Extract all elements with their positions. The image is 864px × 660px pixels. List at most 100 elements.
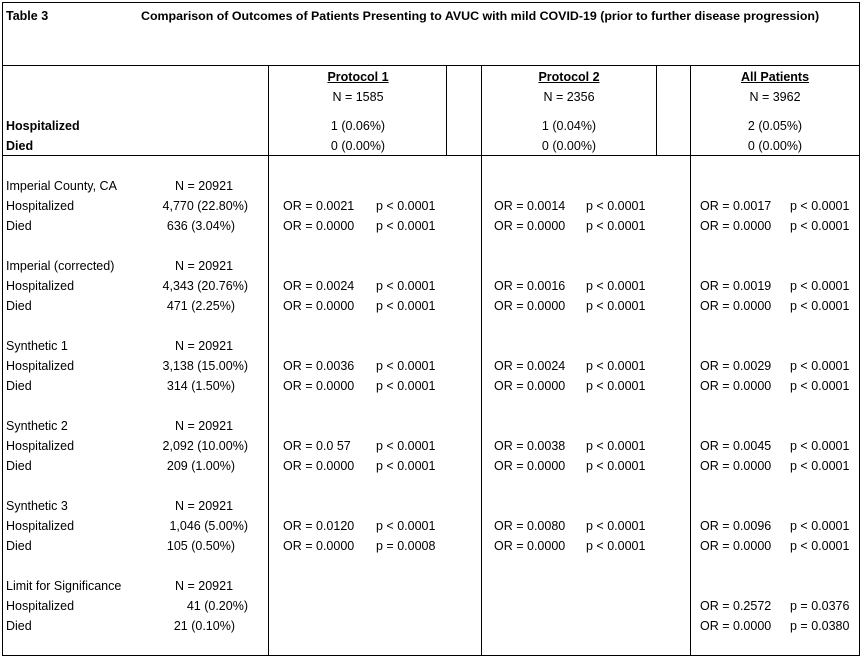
group-name: Imperial County, CA <box>6 179 117 193</box>
died-odds-ratio: OR = 0.0000 <box>494 219 566 233</box>
hospitalized-odds-ratio: OR = 0.0024 <box>283 279 355 293</box>
hospitalized-odds-ratio: OR = 0.0016 <box>494 279 566 293</box>
group-n: N = 20921 <box>175 179 234 193</box>
died-odds-ratio: OR = 0.0000 <box>283 219 355 233</box>
group-n: N = 20921 <box>175 579 234 593</box>
group-died-label: Died <box>6 299 32 313</box>
group-name: Synthetic 3 <box>6 499 68 513</box>
died-p-value: p < 0.0001 <box>376 299 436 313</box>
hospitalized-odds-ratio: OR = 0.0080 <box>494 519 566 533</box>
hospitalized-odds-ratio: OR = 0.0021 <box>283 199 355 213</box>
all-patients-header: All Patients <box>740 70 810 84</box>
group-name: Synthetic 2 <box>6 419 68 433</box>
died-p-value: p < 0.0001 <box>376 379 436 393</box>
died-p-value: p < 0.0001 <box>586 379 646 393</box>
protocol-2-n: N = 2356 <box>543 90 595 104</box>
died-odds-ratio: OR = 0.0000 <box>283 459 355 473</box>
hospitalized-p-value: p < 0.0001 <box>586 359 646 373</box>
protocol-1-header: Protocol 1 <box>327 70 389 84</box>
group-name: Synthetic 1 <box>6 339 68 353</box>
died-odds-ratio: OR = 0.0000 <box>700 379 772 393</box>
group-died-count: 314 (1.50%) <box>166 379 235 393</box>
group-died-count: 21 (0.10%) <box>173 619 235 633</box>
hospitalized-p-value: p < 0.0001 <box>790 199 850 213</box>
group-died-label: Died <box>6 219 32 233</box>
group-hospitalized-label: Hospitalized <box>6 279 75 293</box>
died-p-value: p < 0.0001 <box>586 219 646 233</box>
hospitalized-odds-ratio: OR = 0.0024 <box>494 359 566 373</box>
group-n: N = 20921 <box>175 339 234 353</box>
protocol-1-died: 0 (0.00%) <box>330 139 386 153</box>
group-died-label: Died <box>6 379 32 393</box>
column-divider <box>690 65 691 656</box>
group-died-count: 209 (1.00%) <box>166 459 235 473</box>
group-died-count: 636 (3.04%) <box>166 219 235 233</box>
died-p-value: p < 0.0001 <box>790 299 850 313</box>
all-patients-hospitalized: 2 (0.05%) <box>747 119 803 133</box>
protocol-1-hospitalized: 1 (0.06%) <box>330 119 386 133</box>
group-hospitalized-count: 41 (0.20%) <box>186 599 248 613</box>
died-odds-ratio: OR = 0.0000 <box>494 539 566 553</box>
group-hospitalized-count: 1,046 (5.00%) <box>169 519 248 533</box>
died-p-value: p < 0.0001 <box>790 219 850 233</box>
hospitalized-odds-ratio: OR = 0.0096 <box>700 519 772 533</box>
group-n: N = 20921 <box>175 259 234 273</box>
died-p-value: p < 0.0001 <box>586 539 646 553</box>
group-hospitalized-label: Hospitalized <box>6 439 75 453</box>
group-name: Imperial (corrected) <box>6 259 115 273</box>
header-divider <box>2 155 860 156</box>
title-divider <box>2 65 860 66</box>
group-hospitalized-label: Hospitalized <box>6 599 75 613</box>
hospitalized-p-value: p = 0.0376 <box>790 599 850 613</box>
protocol-2-hospitalized: 1 (0.04%) <box>541 119 597 133</box>
group-n: N = 20921 <box>175 499 234 513</box>
hospitalized-p-value: p < 0.0001 <box>376 279 436 293</box>
hospitalized-p-value: p < 0.0001 <box>586 199 646 213</box>
died-p-value: p < 0.0001 <box>586 299 646 313</box>
group-hospitalized-count: 4,770 (22.80%) <box>162 199 248 213</box>
group-hospitalized-label: Hospitalized <box>6 519 75 533</box>
hospitalized-p-value: p < 0.0001 <box>376 359 436 373</box>
died-p-value: p < 0.0001 <box>376 459 436 473</box>
died-odds-ratio: OR = 0.0000 <box>700 219 772 233</box>
hospitalized-p-value: p < 0.0001 <box>586 439 646 453</box>
died-p-value: p < 0.0001 <box>790 379 850 393</box>
died-p-value: p = 0.0008 <box>376 539 436 553</box>
group-hospitalized-label: Hospitalized <box>6 359 75 373</box>
column-divider <box>656 65 657 155</box>
died-p-value: p < 0.0001 <box>376 219 436 233</box>
hospitalized-p-value: p < 0.0001 <box>790 279 850 293</box>
column-divider <box>446 65 447 155</box>
died-p-value: p < 0.0001 <box>790 459 850 473</box>
group-n: N = 20921 <box>175 419 234 433</box>
protocol-1-n: N = 1585 <box>332 90 384 104</box>
hospitalized-p-value: p < 0.0001 <box>586 279 646 293</box>
died-odds-ratio: OR = 0.0000 <box>283 299 355 313</box>
died-odds-ratio: OR = 0.0000 <box>700 459 772 473</box>
all-patients-n: N = 3962 <box>749 90 801 104</box>
header-hospitalized-label: Hospitalized <box>6 119 80 133</box>
protocol-2-header: Protocol 2 <box>538 70 600 84</box>
hospitalized-odds-ratio: OR = 0.0029 <box>700 359 772 373</box>
died-odds-ratio: OR = 0.0000 <box>283 379 355 393</box>
hospitalized-odds-ratio: OR = 0.0014 <box>494 199 566 213</box>
hospitalized-odds-ratio: OR = 0.0 57 <box>283 439 351 453</box>
hospitalized-odds-ratio: OR = 0.0017 <box>700 199 772 213</box>
table-title: Comparison of Outcomes of Patients Prese… <box>141 9 820 23</box>
group-hospitalized-count: 3,138 (15.00%) <box>162 359 248 373</box>
hospitalized-odds-ratio: OR = 0.0036 <box>283 359 355 373</box>
died-odds-ratio: OR = 0.0000 <box>283 539 355 553</box>
group-died-label: Died <box>6 619 32 633</box>
hospitalized-p-value: p < 0.0001 <box>790 359 850 373</box>
died-odds-ratio: OR = 0.0000 <box>494 459 566 473</box>
died-odds-ratio: OR = 0.0000 <box>700 539 772 553</box>
all-patients-died: 0 (0.00%) <box>747 139 803 153</box>
hospitalized-odds-ratio: OR = 0.2572 <box>700 599 772 613</box>
died-odds-ratio: OR = 0.0000 <box>494 379 566 393</box>
group-name: Limit for Significance <box>6 579 122 593</box>
died-odds-ratio: OR = 0.0000 <box>700 299 772 313</box>
hospitalized-odds-ratio: OR = 0.0038 <box>494 439 566 453</box>
died-p-value: p < 0.0001 <box>790 539 850 553</box>
hospitalized-p-value: p < 0.0001 <box>376 199 436 213</box>
